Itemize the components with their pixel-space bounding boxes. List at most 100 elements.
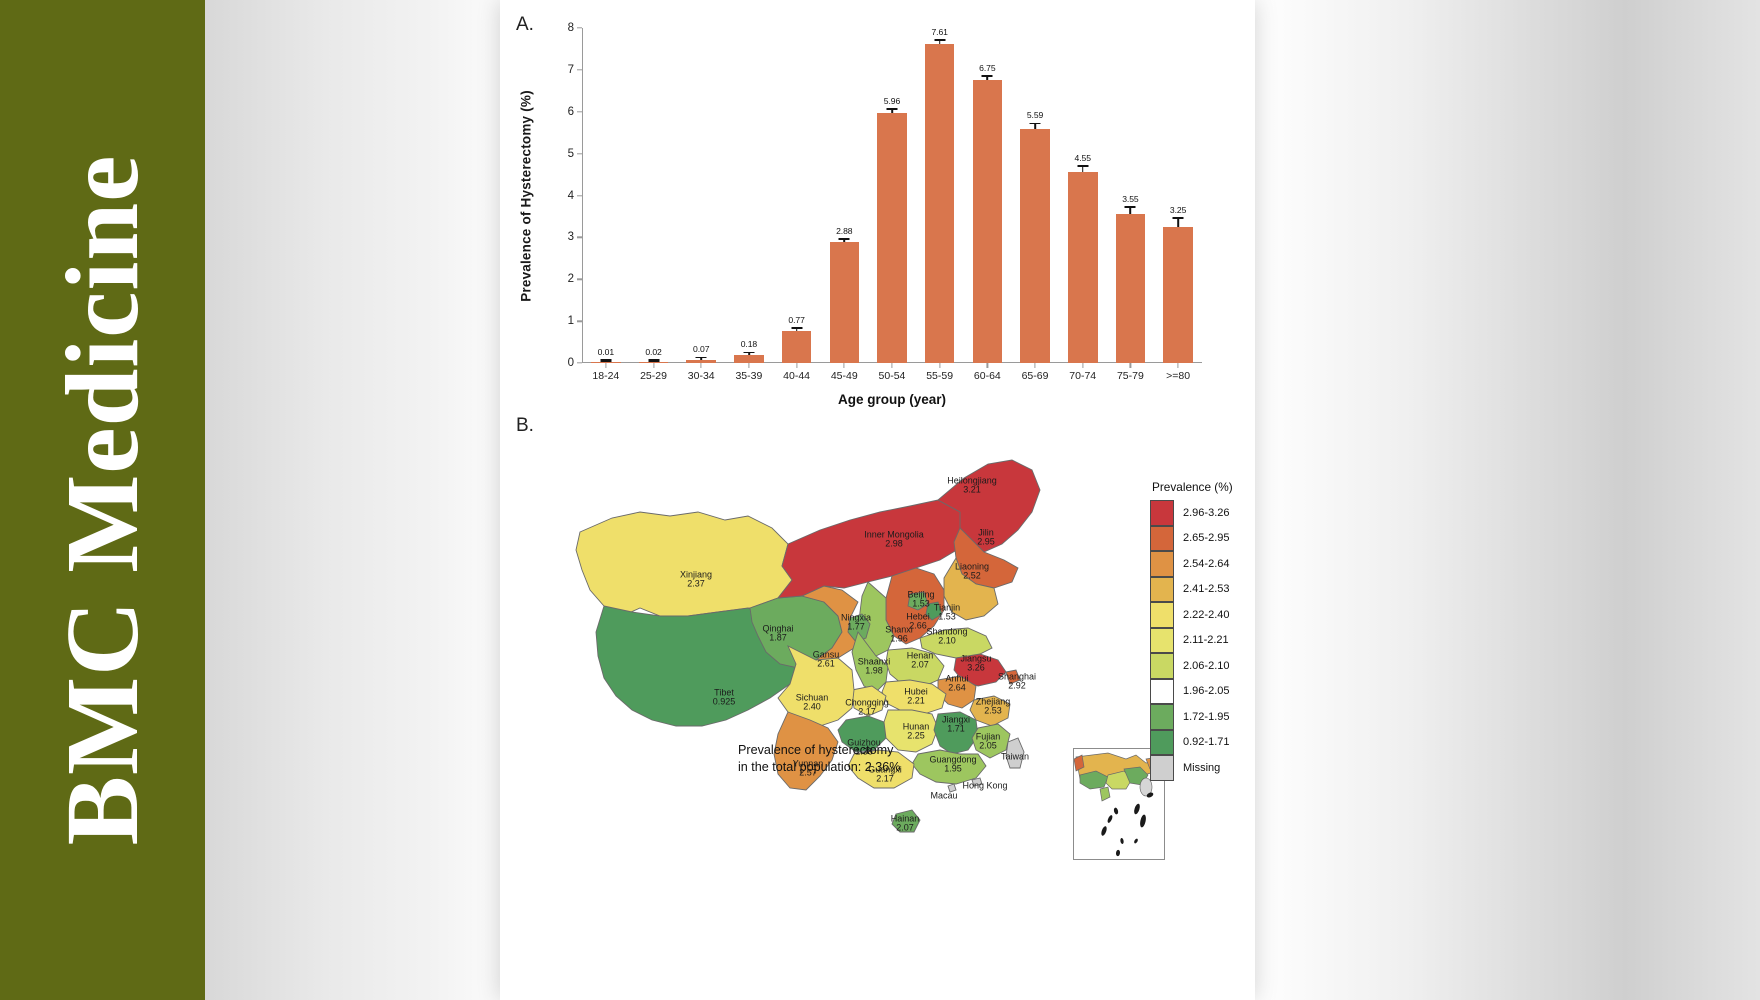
legend-row[interactable]: 2.06-2.10 (1150, 653, 1260, 679)
legend-title: Prevalence (%) (1152, 480, 1233, 494)
province-tibet[interactable] (595, 605, 797, 727)
legend-row[interactable]: 2.96-3.26 (1150, 500, 1260, 526)
y-tick-mark (577, 236, 582, 239)
x-tick-label: 30-34 (687, 370, 715, 382)
legend-row[interactable]: 2.41-2.53 (1150, 576, 1260, 602)
x-tick-label: 60-64 (973, 370, 1001, 382)
legend-row[interactable]: 2.54-2.64 (1150, 551, 1260, 577)
province-sichuan[interactable] (777, 645, 855, 727)
total-prevalence-note: Prevalence of hysterectomy in the total … (738, 742, 988, 777)
province-hong-kong[interactable] (971, 777, 983, 787)
bar[interactable] (781, 330, 812, 363)
legend-swatch (1150, 704, 1174, 730)
bar[interactable] (591, 361, 621, 363)
x-tick-label: 70-74 (1069, 370, 1097, 382)
y-tick-label: 5 (567, 147, 574, 160)
legend-row[interactable]: 0.92-1.71 (1150, 729, 1260, 755)
panel-a-label: A. (516, 14, 534, 35)
bar[interactable] (686, 360, 716, 363)
bar-slot: 5.59 (1011, 28, 1059, 368)
legend-swatch (1150, 653, 1174, 679)
bar[interactable] (1020, 128, 1050, 363)
bar-slot: 0.18 (725, 28, 773, 368)
y-tick-label: 4 (567, 189, 574, 202)
error-bar-cap-top (838, 238, 850, 240)
legend-row[interactable]: 2.65-2.95 (1150, 525, 1260, 551)
bar[interactable] (924, 44, 955, 363)
bar[interactable] (972, 80, 1003, 363)
bar-value-label: 2.88 (836, 225, 853, 236)
bar[interactable] (1163, 226, 1193, 363)
province-fujian[interactable] (971, 723, 1011, 759)
legend-label: 2.22-2.40 (1183, 608, 1230, 621)
legend-swatch (1150, 551, 1174, 577)
bar-value-label: 6.75 (979, 62, 996, 73)
province-xinjiang[interactable] (575, 511, 793, 617)
province-taiwan[interactable] (1005, 737, 1025, 769)
province-hainan[interactable] (891, 809, 921, 833)
province-hubei[interactable] (881, 679, 947, 715)
province-guangdong[interactable] (911, 749, 987, 785)
province-jiangsu[interactable] (953, 653, 1007, 687)
bar[interactable] (1115, 214, 1146, 363)
province-yunnan[interactable] (773, 711, 839, 791)
province-hunan[interactable] (883, 709, 939, 753)
province-guizhou[interactable] (837, 715, 887, 753)
x-tick-label: >=80 (1166, 370, 1191, 382)
plot-area: 0 1 2 3 4 5 6 7 8 0.01 0.02 0.07 0.18 0.77 2.88 5.96 7.… (568, 22, 1202, 369)
legend-row[interactable]: 1.72-1.95 (1150, 704, 1260, 730)
province-zhejiang[interactable] (969, 695, 1011, 727)
y-tick-mark (577, 69, 582, 71)
x-tick-mark (1177, 363, 1179, 368)
y-tick-mark (577, 320, 582, 322)
y-tick-label: 8 (567, 22, 574, 34)
bar-slot: 3.55 (1107, 28, 1155, 368)
x-tick-mark (1129, 363, 1131, 368)
bar[interactable] (829, 242, 860, 363)
province-macau[interactable] (947, 783, 957, 793)
error-bar-cap-top (1172, 217, 1184, 219)
province-shandong[interactable] (919, 627, 993, 659)
bar[interactable] (638, 361, 669, 363)
legend-row[interactable]: 1.96-2.05 (1150, 678, 1260, 704)
bar[interactable] (877, 113, 907, 363)
bar-value-label: 5.96 (883, 96, 901, 107)
legend-row[interactable]: 2.11-2.21 (1150, 627, 1260, 653)
legend-label: 2.96-3.26 (1183, 506, 1230, 519)
province-shanghai[interactable] (1005, 669, 1021, 685)
note-line-1: Prevalence of hysterectomy (738, 743, 894, 757)
x-tick-mark (1034, 363, 1036, 368)
bar-series: 0.01 0.02 0.07 0.18 0.77 2.88 5.96 7.61 6.75 5.59… (582, 26, 1202, 368)
legend-label: 2.06-2.10 (1183, 659, 1230, 672)
province-chongqing[interactable] (851, 685, 887, 717)
province-guangxi[interactable] (847, 749, 915, 789)
legend-label: 2.41-2.53 (1183, 583, 1230, 596)
province-tianjin[interactable] (925, 601, 943, 621)
error-bar-cap-top (648, 358, 660, 361)
legend-row[interactable]: 2.22-2.40 (1150, 602, 1260, 628)
bar-value-label: 0.77 (788, 314, 805, 325)
legend-row[interactable]: Missing (1150, 755, 1260, 781)
province-beijing[interactable] (907, 591, 929, 611)
y-tick-label: 3 (567, 231, 574, 244)
x-tick-mark (700, 363, 702, 368)
province-ningxia[interactable] (847, 613, 871, 643)
x-tick-mark (939, 363, 941, 368)
province-inner-mongolia[interactable] (777, 499, 973, 599)
x-tick-mark (652, 363, 655, 368)
bar[interactable] (734, 355, 764, 363)
x-tick-label: 25-29 (640, 370, 667, 382)
province-jiangxi[interactable] (933, 711, 979, 755)
bar-value-label: 7.61 (931, 26, 948, 37)
error-bar-cap-bottom (600, 360, 612, 363)
bar[interactable] (1067, 172, 1098, 363)
legend-swatch (1150, 500, 1174, 526)
bar-slot: 0.02 (630, 28, 678, 368)
x-tick-label: 45-49 (830, 370, 858, 382)
y-tick-mark (577, 111, 582, 113)
bar-value-label: 0.07 (693, 344, 710, 355)
x-tick-label: 40-44 (783, 370, 811, 382)
y-tick-label: 2 (567, 273, 574, 286)
